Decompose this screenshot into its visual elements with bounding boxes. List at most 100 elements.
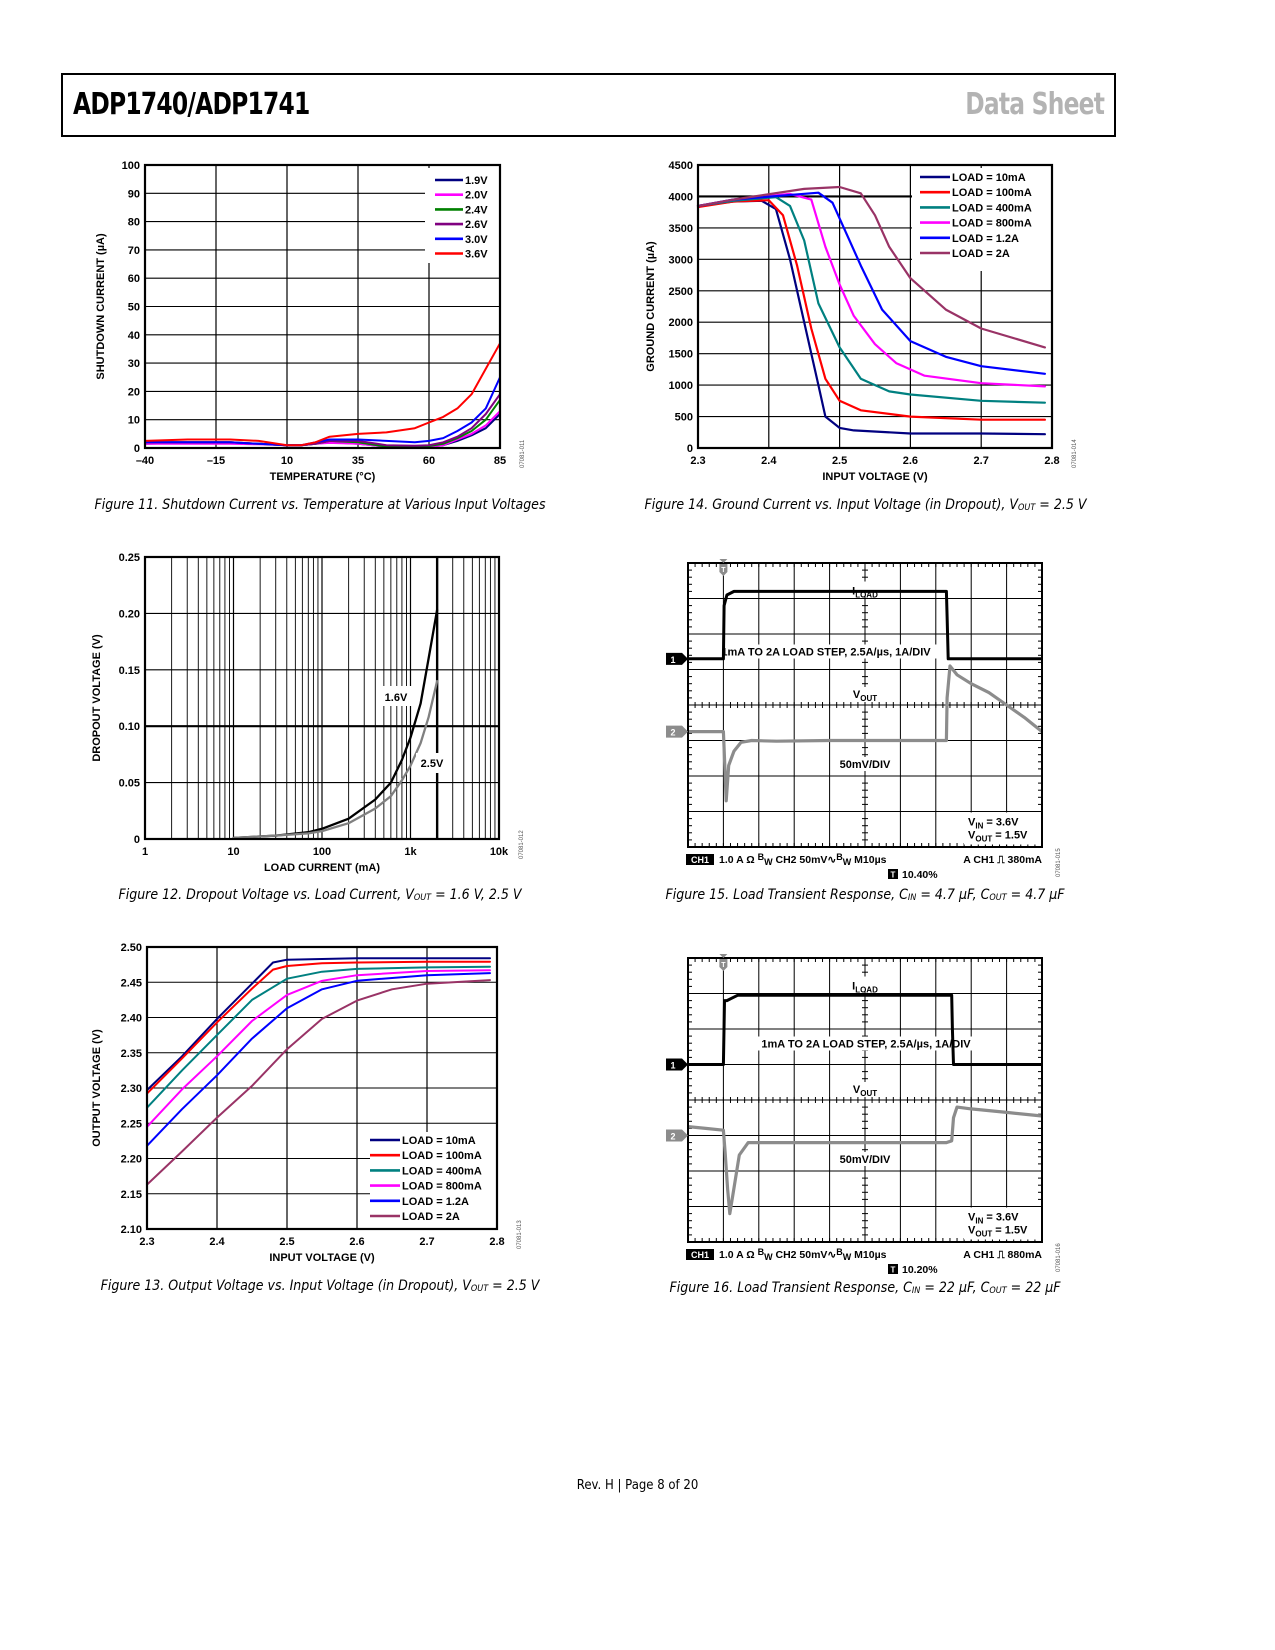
scope-readout: 1.0 A Ω BW CH2 50mV∿BW M10µs	[719, 1247, 887, 1262]
series-line-load-2a	[146, 979, 491, 1186]
caption-fig13: Figure 13. Output Voltage vs. Input Volt…	[86, 1278, 554, 1294]
y-tick-label: 2.45	[121, 977, 142, 989]
doc-type-label: Data Sheet	[965, 87, 1105, 122]
label-background	[708, 644, 944, 659]
caption-text: = 4.7 μF, C	[916, 887, 990, 903]
caption-fig14: Figure 14. Ground Current vs. Input Volt…	[645, 497, 1087, 513]
chart-shutdown-current: –40 –15 10 35 60 85 0 10 20 30 40 50 60 70 80 90 100 TEMP…	[95, 160, 526, 483]
scope-frame	[687, 562, 1043, 848]
plot-frame	[143, 163, 502, 450]
trace-iload	[688, 993, 1042, 1066]
x-tick-label: 2.6	[349, 1236, 364, 1248]
channel-1-marker	[666, 1058, 688, 1071]
series-line-3-6v	[144, 342, 501, 447]
y-tick-label: 0.25	[119, 552, 140, 564]
x-tick-label: 2.4	[761, 455, 777, 467]
channel-1-marker	[666, 652, 688, 665]
plot-frame	[145, 945, 499, 1231]
legend-label: LOAD = 2A	[952, 248, 1010, 260]
caption-text: = 1.6 V, 2.5 V	[431, 887, 522, 903]
scope-load-transient-4p7uf: ILOAD 1mA TO 2A LOAD STEP, 2.5A/µs, 1A/DI…	[666, 559, 1062, 881]
caption-text: Figure 15. Load Transient Response, C	[665, 887, 908, 903]
label-background	[847, 687, 883, 702]
y-tick-label: 4000	[669, 191, 693, 203]
legend-label: LOAD = 10mA	[952, 172, 1026, 184]
caption-text: Figure 16. Load Transient Response, C	[669, 1280, 912, 1296]
trigger-position-badge	[888, 869, 898, 879]
x-tick-label: 10	[227, 846, 239, 858]
channel-1-marker-label: 1	[670, 1061, 675, 1071]
caption-subscript: OUT	[413, 893, 432, 903]
label-vdiv: 50mV/DIV	[840, 1154, 891, 1166]
channel-1-marker-label: 1	[670, 655, 675, 665]
label-iload: ILOAD	[852, 981, 878, 995]
label-vin: VIN = 3.6V	[968, 817, 1019, 831]
y-tick-label: 90	[128, 188, 140, 200]
trigger-readout: A CH1 ⎍ 880mA	[963, 1249, 1042, 1261]
trigger-position-badge	[888, 1264, 898, 1274]
y-tick-label: 2.30	[121, 1083, 142, 1095]
y-axis-label: GROUND CURRENT (µA)	[645, 241, 657, 372]
legend-label: 3.6V	[465, 249, 488, 261]
legend-label: LOAD = 400mA	[952, 202, 1032, 214]
trace-vout	[687, 1105, 1043, 1216]
trigger-marker-label: T	[721, 567, 726, 574]
series-line-load-100ma	[696, 199, 1046, 421]
y-tick-label: 80	[128, 217, 140, 229]
y-axis-label: DROPOUT VOLTAGE (V)	[91, 634, 103, 762]
caption-subscript: OUT	[989, 1286, 1007, 1296]
label-background	[964, 1207, 1042, 1240]
y-tick-label: 1500	[669, 349, 693, 361]
x-tick-label: 60	[423, 455, 435, 467]
x-tick-label: 2.7	[419, 1236, 434, 1248]
x-tick-label: 2.8	[489, 1236, 504, 1248]
figure-code: 07081-013	[517, 1220, 523, 1249]
caption-text: = 2.5 V	[1035, 497, 1087, 513]
legend-label: 2.6V	[465, 219, 488, 231]
trigger-marker	[719, 954, 728, 971]
y-tick-label: 50	[128, 302, 140, 314]
y-tick-label: 20	[128, 386, 140, 398]
y-tick-label: 40	[128, 330, 140, 342]
x-tick-label: –15	[207, 455, 225, 467]
legend-label: 1.9V	[465, 175, 488, 187]
x-tick-label: 2.3	[139, 1236, 154, 1248]
x-tick-label: 2.4	[209, 1236, 225, 1248]
series-line-load-400ma	[146, 965, 491, 1109]
x-tick-label: 10k	[490, 846, 509, 858]
channel-2-marker	[666, 1129, 688, 1142]
annotation-background	[380, 686, 412, 706]
x-axis-label: INPUT VOLTAGE (V)	[822, 471, 928, 483]
trigger-marker	[719, 559, 728, 576]
y-tick-label: 2.25	[121, 1118, 142, 1130]
caption-fig12: Figure 12. Dropout Voltage vs. Load Curr…	[86, 887, 554, 903]
label-background	[835, 1152, 895, 1166]
legend-label: LOAD = 1.2A	[402, 1196, 469, 1208]
x-tick-label: 2.5	[279, 1236, 294, 1248]
y-tick-label: 0	[134, 443, 140, 455]
series-line-3-0v	[144, 376, 501, 447]
plot-frame	[143, 555, 501, 841]
plot-frame	[696, 163, 1054, 450]
label-load-step: 1mA TO 2A LOAD STEP, 2.5A/µs, 1A/DIV	[761, 1039, 971, 1051]
label-vout-setting: VOUT = 1.5V	[968, 830, 1028, 844]
y-tick-label: 3000	[669, 254, 693, 266]
label-vout-setting: VOUT = 1.5V	[968, 1225, 1028, 1239]
x-tick-label: –40	[136, 455, 154, 467]
caption-fig16: Figure 16. Load Transient Response, CIN …	[645, 1280, 1086, 1296]
annotation-1p6v: 1.6V	[385, 692, 408, 704]
x-tick-label: 10	[281, 455, 293, 467]
x-axis-label: LOAD CURRENT (mA)	[264, 862, 380, 874]
annotation-background	[416, 753, 448, 773]
legend-label: LOAD = 100mA	[952, 187, 1032, 199]
annotation-2p5v: 2.5V	[421, 758, 444, 770]
legend-label: LOAD = 400mA	[402, 1165, 482, 1177]
legend-label: LOAD = 100mA	[402, 1150, 482, 1162]
y-tick-label: 2.15	[121, 1189, 142, 1201]
x-tick-label: 2.3	[690, 455, 705, 467]
ch1-readout-label: CH1	[691, 1250, 709, 1260]
x-axis-label: TEMPERATURE (°C)	[270, 471, 376, 483]
y-tick-label: 2.50	[121, 942, 142, 954]
x-tick-label: 85	[494, 455, 506, 467]
caption-text: = 22 μF	[1006, 1280, 1061, 1296]
